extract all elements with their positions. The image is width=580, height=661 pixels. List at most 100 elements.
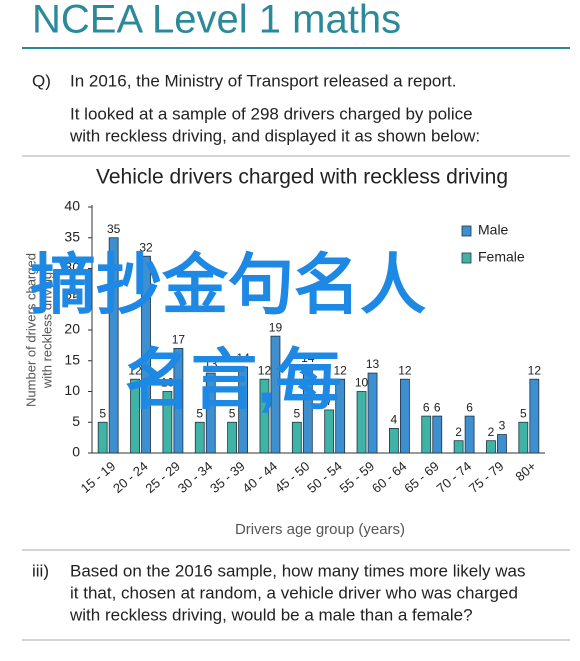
part-line: Based on the 2016 sample, how many times… — [70, 561, 525, 580]
x-tick-label: 80+ — [512, 458, 539, 484]
x-tick-label: 65 - 69 — [401, 458, 442, 496]
value-label: 6 — [466, 400, 473, 414]
value-label: 7 — [326, 394, 333, 408]
y-tick-label: 10 — [64, 382, 80, 398]
value-label: 12 — [398, 363, 412, 377]
value-label: 12 — [528, 363, 542, 377]
value-label: 12 — [333, 363, 347, 377]
y-axis-title: Number of drivers charged with reckless … — [23, 253, 54, 407]
bar — [453, 440, 464, 454]
value-label: 10 — [161, 376, 175, 390]
value-label: 4 — [391, 413, 398, 427]
bar — [130, 378, 140, 454]
x-tick-label: 30 - 34 — [175, 458, 216, 496]
x-axis-title: Drivers age group (years) — [235, 521, 405, 538]
value-label: 12 — [258, 363, 272, 377]
value-label: 14 — [236, 351, 250, 365]
y-axis-title-line: with reckless driving — [39, 272, 54, 389]
bar — [518, 421, 529, 454]
question-label: Q) — [32, 71, 51, 90]
x-tick-label: 40 - 44 — [239, 458, 280, 496]
x-tick-label: 50 - 54 — [304, 458, 345, 496]
y-tick-label: 20 — [64, 321, 80, 337]
bar — [421, 415, 432, 454]
value-label: 3 — [499, 419, 506, 433]
value-label: 17 — [172, 333, 186, 347]
value-label: 5 — [229, 406, 236, 420]
part-line: with reckless driving, would be a male t… — [69, 605, 473, 624]
y-tick-label: 40 — [64, 198, 80, 214]
header-title: NCEA Level 1 maths — [32, 0, 401, 42]
question-line: In 2016, the Ministry of Transport relea… — [70, 71, 456, 90]
bar — [529, 378, 540, 454]
watermark: 摘抄金句名人 — [30, 247, 426, 321]
value-label: 32 — [139, 240, 153, 254]
value-label: 5 — [99, 406, 106, 420]
value-label: 13 — [204, 357, 218, 371]
value-label: 19 — [269, 320, 283, 334]
bar — [356, 391, 367, 454]
value-label: 10 — [355, 376, 369, 390]
bar — [432, 415, 443, 454]
y-tick-label: 25 — [64, 290, 80, 306]
y-tick-label: 35 — [64, 228, 80, 244]
x-tick-label: 45 - 50 — [272, 458, 313, 496]
bar — [108, 237, 119, 454]
bar — [497, 434, 507, 454]
y-tick-label: 15 — [64, 351, 80, 367]
y-tick-label: 30 — [64, 259, 80, 275]
bar — [194, 421, 205, 454]
bar — [464, 415, 475, 454]
value-label: 6 — [423, 400, 430, 414]
part-line: it that, chosen at random, a vehicle dri… — [70, 583, 518, 602]
bar — [238, 366, 249, 454]
bar — [141, 255, 151, 454]
y-tick-label: 5 — [72, 413, 80, 429]
bar — [205, 372, 216, 454]
bar — [335, 378, 346, 454]
x-tick-label: 35 - 39 — [207, 458, 248, 496]
x-tick-label: 60 - 64 — [369, 458, 410, 496]
bar — [399, 378, 410, 454]
legend-swatch — [461, 252, 472, 264]
bar — [270, 335, 281, 454]
value-label: 35 — [107, 222, 121, 236]
bar — [291, 421, 302, 454]
bar — [367, 372, 378, 454]
value-label: 2 — [455, 425, 462, 439]
bar — [388, 427, 399, 454]
bar — [259, 378, 270, 454]
x-tick-label: 75 - 79 — [466, 458, 507, 496]
chart-title: Vehicle drivers charged with reckless dr… — [96, 166, 508, 189]
bar — [486, 440, 496, 454]
question-line: with reckless driving, and displayed it … — [69, 126, 480, 145]
x-tick-label: 25 - 29 — [142, 458, 183, 496]
x-tick-label: 15 - 19 — [78, 458, 119, 496]
value-label: 5 — [520, 406, 527, 420]
value-label: 13 — [366, 357, 380, 371]
value-label: 2 — [488, 425, 495, 439]
bar — [173, 348, 184, 454]
value-label: 14 — [301, 351, 315, 365]
legend-label: Female — [478, 249, 525, 265]
value-label: 5 — [293, 406, 300, 420]
watermark: 名言,每 — [125, 342, 341, 416]
x-tick-label: 55 - 59 — [337, 458, 378, 496]
value-label: 12 — [128, 363, 142, 377]
x-tick-label: 70 - 74 — [434, 458, 475, 496]
bar — [324, 409, 335, 454]
y-axis-title-line: Number of drivers charged — [23, 253, 38, 407]
legend-label: Male — [478, 222, 509, 238]
value-label: 5 — [196, 406, 203, 420]
x-tick-label: 20 - 24 — [110, 458, 151, 496]
bar — [97, 421, 108, 454]
bar — [302, 366, 313, 454]
y-tick-label: 0 — [72, 444, 80, 460]
bar — [227, 421, 238, 454]
part-label: iii) — [32, 561, 49, 580]
question-line: It looked at a sample of 298 drivers cha… — [70, 104, 473, 123]
value-label: 6 — [434, 400, 441, 414]
bar — [162, 391, 173, 454]
legend-swatch — [461, 225, 472, 237]
